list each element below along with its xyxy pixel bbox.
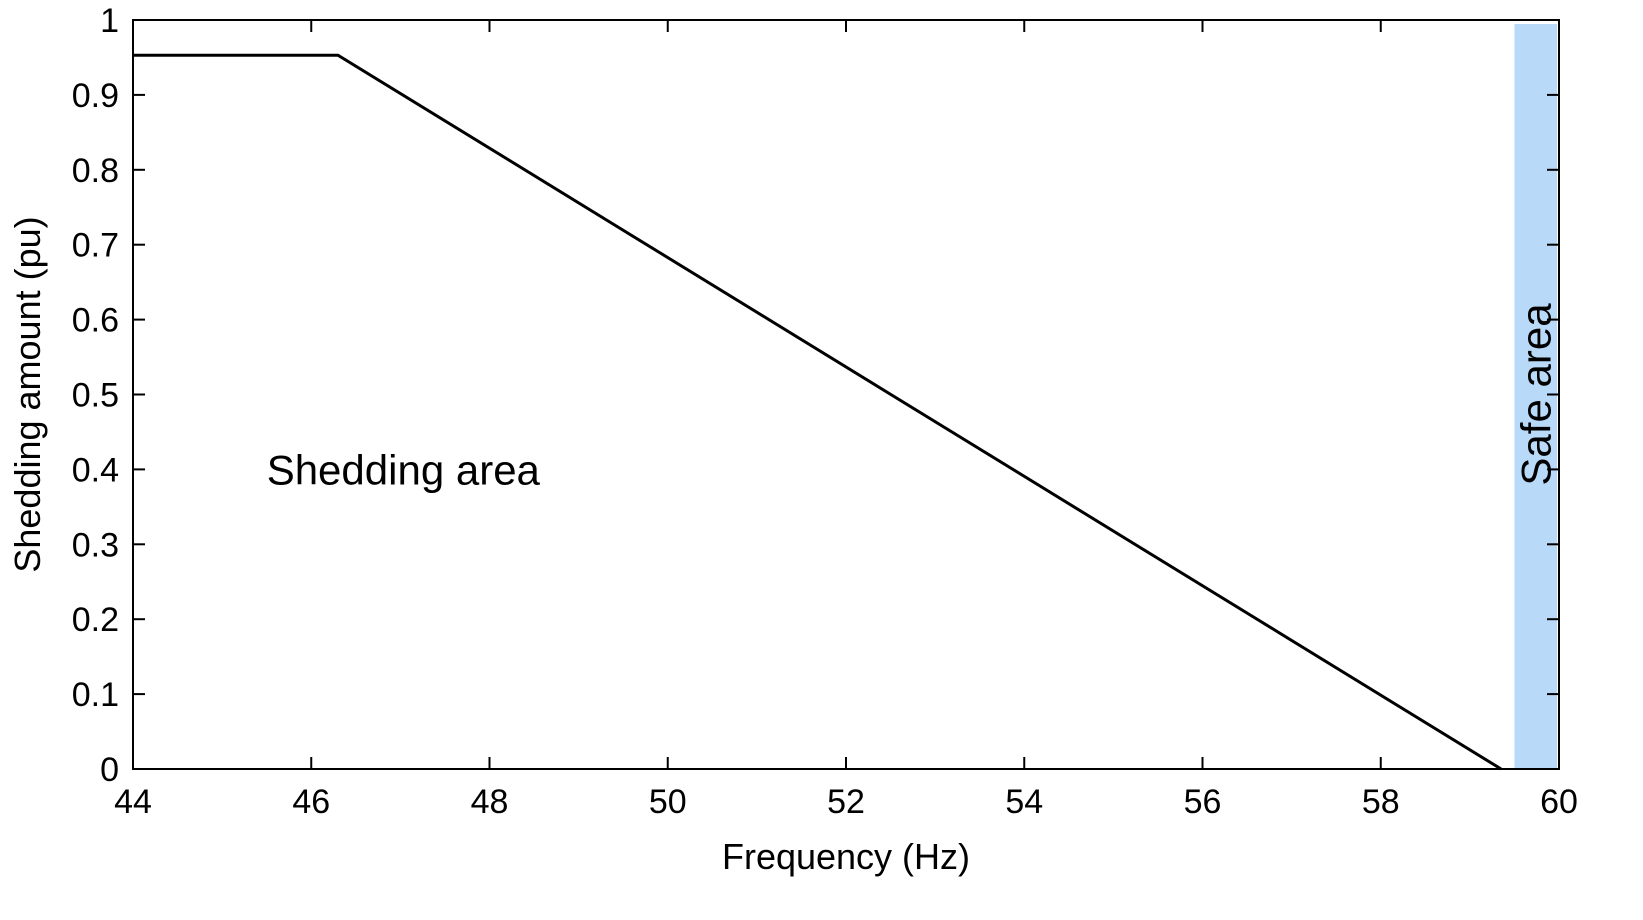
y-tick-label: 0.3 <box>72 526 119 564</box>
x-tick-label: 44 <box>114 783 152 821</box>
y-tick-label: 0.2 <box>72 601 119 639</box>
y-tick-label: 0.6 <box>72 302 119 340</box>
y-tick-label: 0.1 <box>72 676 119 714</box>
x-axis-label: Frequency (Hz) <box>722 836 970 877</box>
x-tick-label: 46 <box>292 783 330 821</box>
regions-layer <box>1514 24 1557 769</box>
x-tick-label: 60 <box>1540 783 1578 821</box>
series-layer <box>133 53 1502 771</box>
plot-frame <box>132 19 1560 770</box>
shedding-area-annotation: Shedding area <box>267 446 541 493</box>
x-axis-ticks: 44 46 48 50 52 54 56 58 60 <box>114 20 1578 821</box>
x-tick-label: 48 <box>471 783 509 821</box>
series-line-0 <box>133 53 1502 771</box>
y-tick-label: 0.4 <box>72 451 119 489</box>
y-tick-label: 0.5 <box>72 377 119 415</box>
x-tick-label: 52 <box>827 783 865 821</box>
y-tick-label: 0 <box>100 751 119 789</box>
y-tick-label: 0.8 <box>72 152 119 190</box>
y-tick-label: 1 <box>100 2 119 40</box>
x-tick-label: 50 <box>649 783 687 821</box>
y-axis-label: Shedding amount (pu) <box>7 216 48 572</box>
safe-area-label: Safe area <box>1513 303 1560 486</box>
x-tick-label: 56 <box>1184 783 1222 821</box>
x-tick-label: 58 <box>1362 783 1400 821</box>
safe-area-region <box>1514 24 1557 769</box>
y-axis-ticks: 0 0.1 0.2 0.3 0.4 0.5 0.6 0.7 0.8 0.9 1 <box>72 2 1559 789</box>
x-tick-label: 54 <box>1005 783 1043 821</box>
y-tick-label: 0.7 <box>72 227 119 265</box>
y-tick-label: 0.9 <box>72 77 119 115</box>
